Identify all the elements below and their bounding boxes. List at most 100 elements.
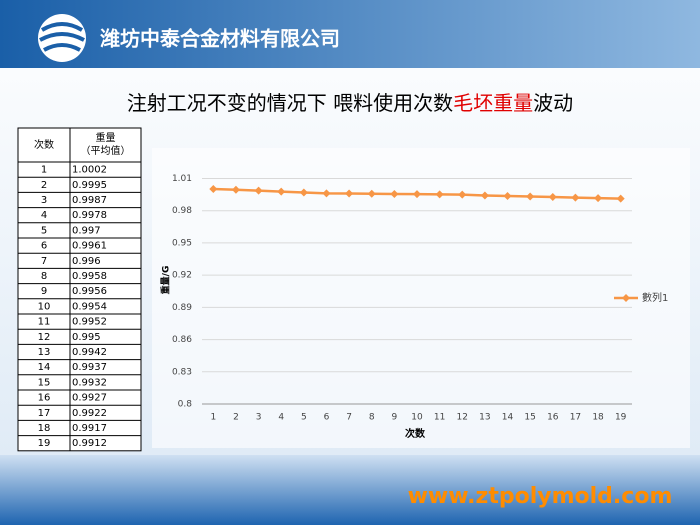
x-tick-label: 13 [479,413,490,423]
point-marker [254,186,263,195]
x-tick-label: 14 [502,413,514,423]
table-cell: 11 [38,317,51,328]
point-marker [435,190,444,199]
y-tick-label: 0.89 [172,303,192,313]
point-marker [367,189,376,198]
x-tick-label: 10 [411,413,423,423]
table-cell: 4 [41,210,47,221]
table-cell: 18 [38,423,51,434]
title-suffix: 波动 [533,91,573,115]
table-cell: 8 [41,271,47,282]
table-cell: 0.9927 [72,393,107,404]
y-tick-label: 0.83 [172,367,192,377]
table-cell: 0.9995 [72,180,107,191]
x-tick-label: 15 [524,413,535,423]
footer-url: www.ztpolymold.com [408,484,673,509]
point-marker [594,194,603,203]
table-cell: 7 [41,256,47,267]
point-marker [458,190,467,199]
point-marker [345,189,354,198]
legend-marker [622,294,630,302]
x-tick-label: 5 [301,413,307,423]
table-cell: 1 [41,165,47,176]
header-band [0,0,700,68]
table-cell: 17 [38,408,51,419]
x-tick-label: 16 [547,413,559,423]
table-cell: 0.9922 [72,408,107,419]
x-tick-label: 17 [570,413,581,423]
table-cell: 6 [41,241,47,252]
x-tick-label: 6 [324,413,330,423]
y-axis-label: 重量/G [160,266,172,295]
point-marker [209,185,218,194]
company-name: 潍坊中泰合金材料有限公司 [100,27,340,51]
table-cell: 5 [41,225,47,236]
table-cell: 0.9932 [72,377,107,388]
table-cell: 0.9956 [72,286,107,297]
point-marker [571,193,580,202]
x-axis-label: 次数 [405,427,426,440]
table-header: （平均值） [81,144,131,157]
y-tick-label: 0.98 [172,206,192,216]
x-tick-label: 9 [392,413,398,423]
table-cell: 0.9978 [72,210,107,221]
point-marker [299,188,308,197]
title-highlight: 毛坯重量 [453,91,533,115]
point-marker [277,187,286,196]
title-prefix: 注射工况不变的情况下 喂料使用次数 [127,91,453,115]
table-cell: 0.9952 [72,317,107,328]
table-cell: 9 [41,286,47,297]
table-cell: 16 [38,393,51,404]
point-marker [616,194,625,203]
point-marker [503,191,512,200]
y-tick-label: 0.95 [172,238,192,248]
point-marker [322,189,331,198]
table-cell: 0.9912 [72,438,107,449]
table-cell: 2 [41,180,47,191]
point-marker [413,190,421,199]
table-cell: 10 [38,301,51,312]
table-cell: 0.997 [72,225,101,236]
point-marker [480,191,489,200]
table-cell: 15 [38,377,51,388]
point-marker [526,192,535,201]
footer-band [0,455,700,525]
y-tick-label: 0.8 [178,400,193,410]
table-cell: 0.9954 [72,301,107,312]
y-tick-label: 0.86 [172,335,192,345]
table-header: 重量 [96,131,116,144]
y-tick-label: 0.92 [172,271,192,281]
x-tick-label: 11 [434,413,445,423]
table-cell: 0.9961 [72,241,107,252]
x-tick-label: 1 [210,413,216,423]
legend-label: 數列1 [642,291,668,304]
table-frame [17,127,142,452]
table-cell: 0.9958 [72,271,107,282]
logo [38,14,86,62]
y-tick-label: 1.01 [172,174,192,184]
table-cell: 12 [38,332,51,343]
table-cell: 19 [38,438,51,449]
table-cell: 14 [38,362,51,373]
slide-title: 注射工况不变的情况下 喂料使用次数毛坯重量波动 [127,91,573,115]
point-marker [231,185,240,194]
table-cell: 0.9937 [72,362,107,373]
point-marker [548,193,557,202]
x-tick-label: 8 [369,413,375,423]
x-tick-label: 2 [233,413,239,423]
table-cell: 1.0002 [72,165,107,176]
table-cell: 0.9987 [72,195,107,206]
table-cell: 0.995 [72,332,101,343]
x-tick-label: 18 [592,413,604,423]
x-tick-label: 3 [256,413,262,423]
x-tick-label: 4 [278,413,284,423]
x-tick-label: 19 [615,413,627,423]
table-cell: 13 [38,347,51,358]
table-header: 次数 [34,138,54,151]
point-marker [390,189,399,198]
table-cell: 0.996 [72,256,101,267]
table-cell: 0.9942 [72,347,107,358]
table-cell: 0.9917 [72,423,107,434]
x-tick-label: 7 [346,413,352,423]
